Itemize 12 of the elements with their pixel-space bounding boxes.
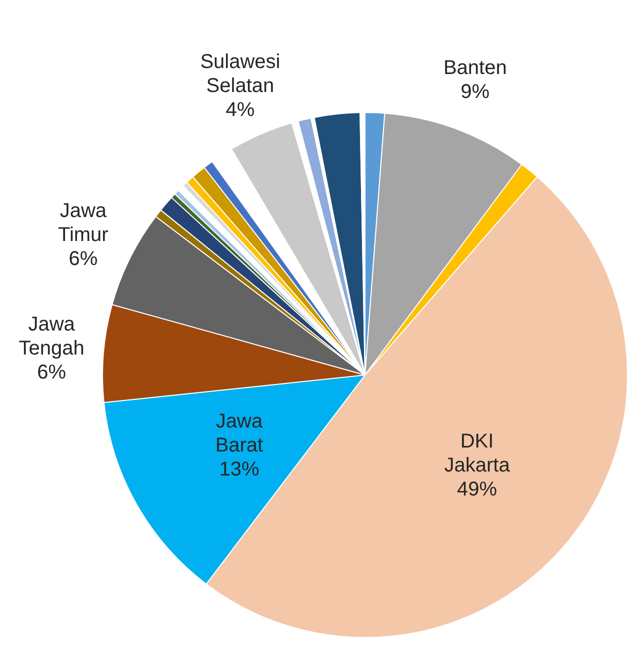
data-label: 6% [37,361,66,384]
slice-label: DKI Jakarta [444,430,511,477]
slice-label: Jawa Barat [215,410,264,456]
data-label: 13% [219,458,260,480]
data-label: 6% [68,248,98,270]
data-label: 9% [460,80,490,103]
data-label: 4% [226,98,255,121]
slice-label: Jawa Tengah [18,313,84,360]
data-label: 49% [457,478,498,501]
slice-label: Jawa Timur [58,200,109,246]
slice-label: Banten [443,56,507,79]
slice-label: Sulawesi Selatan [200,50,280,97]
